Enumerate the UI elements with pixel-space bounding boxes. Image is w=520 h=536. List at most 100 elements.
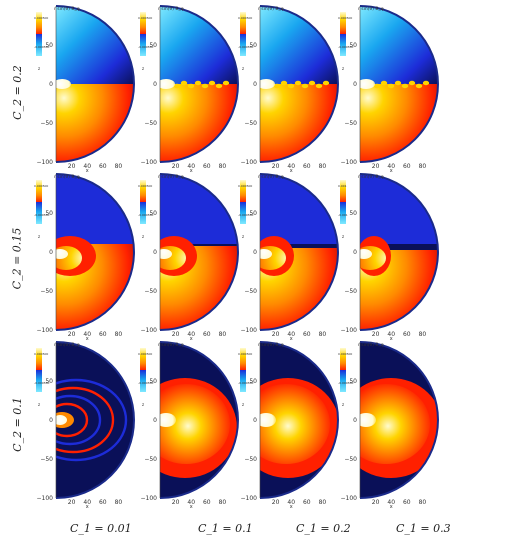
south-field xyxy=(160,84,238,162)
x-tick-label: 20 xyxy=(172,163,180,170)
y-tick-label: −100 xyxy=(37,159,54,166)
plasmoid xyxy=(260,384,330,464)
x-tick-label: 20 xyxy=(68,331,76,338)
colorbar-title: r sin(θ) B_φ xyxy=(158,174,184,180)
equator-eddy xyxy=(280,80,288,86)
colorbar-title: r sin(θ) B_φ xyxy=(54,174,80,180)
x-tick-label: 80 xyxy=(419,331,427,338)
row-label-c2-0.1: C_2 = 0.1 xyxy=(10,397,24,452)
y-tick-label: −50 xyxy=(144,288,157,295)
field-loop xyxy=(56,378,128,462)
colorbar-min: -0.001 xyxy=(338,213,348,217)
colorbar-min: -0.000500 xyxy=(34,381,49,385)
north-field xyxy=(160,6,238,84)
y-axis-label: z xyxy=(342,234,344,239)
colorbar-max: 0.000500 xyxy=(338,352,352,356)
outer-boundary xyxy=(55,341,135,499)
colorbar xyxy=(140,12,146,56)
x-axis-label: x xyxy=(86,504,89,508)
equator-eddy xyxy=(401,83,409,89)
equator-eddy xyxy=(387,83,395,89)
y-tick-label: 50 xyxy=(45,378,53,385)
plasmoid-core xyxy=(260,246,286,270)
x-tick-label: 80 xyxy=(115,163,123,170)
colorbar-max: 0.000500 xyxy=(138,352,152,356)
x-tick-label: 60 xyxy=(99,163,107,170)
x-axis-label: x xyxy=(190,168,193,172)
outer-boundary xyxy=(159,341,239,499)
x-tick-label: 40 xyxy=(387,163,395,170)
y-tick-label: −100 xyxy=(141,327,158,334)
central-source xyxy=(360,249,372,259)
y-tick-label: −100 xyxy=(37,495,54,502)
y-tick-label: 0 xyxy=(253,417,257,424)
outer-boundary xyxy=(259,341,339,499)
colorbar-max: 0.000500 xyxy=(338,16,352,20)
south-field xyxy=(360,84,438,162)
colorbar-min: -0.000500 xyxy=(34,45,49,49)
x-tick-label: 60 xyxy=(303,331,311,338)
x-axis-label: x xyxy=(290,168,293,172)
equator-eddy xyxy=(394,80,402,86)
x-tick-label: 80 xyxy=(319,499,327,506)
x-tick-label: 80 xyxy=(219,499,227,506)
background-field xyxy=(56,342,134,498)
colorbar-max: 0.000500 xyxy=(238,184,252,188)
y-tick-label: 50 xyxy=(149,42,157,49)
equator-eddy xyxy=(273,83,281,89)
y-tick-label: 50 xyxy=(149,210,157,217)
outer-boundary xyxy=(55,5,135,163)
y-tick-label: 0 xyxy=(353,81,357,88)
south-field xyxy=(260,84,338,162)
plasmoid-core xyxy=(360,246,386,270)
outer-boundary xyxy=(259,173,339,331)
x-tick-label: 40 xyxy=(387,331,395,338)
outer-boundary xyxy=(159,5,239,163)
x-tick-label: 80 xyxy=(319,163,327,170)
equator-eddy xyxy=(201,83,209,89)
colorbar-min: -0.000500 xyxy=(238,213,253,217)
colorbar xyxy=(36,348,42,392)
equator-eddy xyxy=(208,80,216,86)
x-axis-label: x xyxy=(290,504,293,508)
x-tick-label: 60 xyxy=(99,331,107,338)
x-tick-label: 20 xyxy=(68,163,76,170)
central-source xyxy=(360,413,376,427)
colorbar-title: r sin(θ) B_φ xyxy=(358,174,384,180)
outer-boundary xyxy=(55,173,135,331)
y-tick-label: 50 xyxy=(249,42,257,49)
central-source xyxy=(260,249,272,259)
y-tick-label: 50 xyxy=(349,378,357,385)
equator-eddy xyxy=(180,80,188,86)
north-field xyxy=(360,6,438,84)
y-axis-label: z xyxy=(142,402,144,407)
equator-eddy xyxy=(222,80,230,86)
equator-eddy xyxy=(187,83,195,89)
y-tick-label: 0 xyxy=(153,81,157,88)
x-tick-label: 40 xyxy=(387,499,395,506)
y-tick-label: −50 xyxy=(344,120,357,127)
x-tick-label: 40 xyxy=(187,331,195,338)
colorbar xyxy=(240,12,246,56)
y-tick-label: −100 xyxy=(341,159,358,166)
y-tick-label: −50 xyxy=(40,288,53,295)
y-tick-label: −100 xyxy=(241,495,258,502)
equator-eddy xyxy=(380,80,388,86)
colorbar-title: r sin(θ) B_φ xyxy=(54,6,80,12)
north-field xyxy=(260,6,338,84)
colorbar-title: r sin(θ) B_φ xyxy=(258,342,284,348)
equator-eddy xyxy=(215,83,223,89)
x-axis-label: x xyxy=(390,168,393,172)
equator-eddy xyxy=(408,80,416,86)
y-tick-label: 0 xyxy=(353,249,357,256)
x-axis-label: x xyxy=(190,504,193,508)
central-source xyxy=(260,79,275,89)
y-axis-label: z xyxy=(242,234,244,239)
central-source xyxy=(56,415,67,425)
y-tick-label: −50 xyxy=(244,456,257,463)
